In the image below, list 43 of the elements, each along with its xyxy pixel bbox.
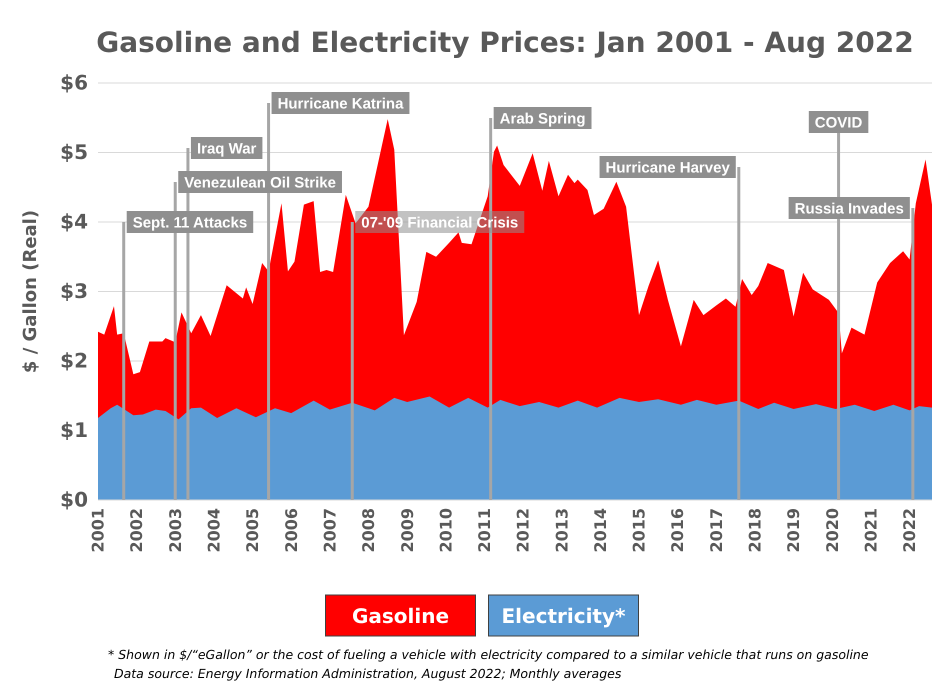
- x-tick-label: 2021: [862, 508, 881, 553]
- ref-line-label: Venezulean Oil Strike: [184, 174, 336, 192]
- x-tick-label: 2011: [475, 508, 494, 553]
- x-tick-label: 2009: [398, 508, 417, 553]
- source-note: Data source: Energy Information Administration, August 2022; Monthly averages: [114, 666, 622, 681]
- y-tick-label: $2: [60, 348, 88, 372]
- text: Electricity*: [502, 604, 626, 628]
- x-tick-label: 2017: [706, 508, 726, 553]
- y-tick-label: $0: [60, 487, 88, 512]
- x-tick-label: 2002: [127, 508, 146, 553]
- y-tick-label: $1: [60, 418, 88, 442]
- x-tick-label: 2004: [204, 508, 224, 553]
- x-tick-label: 2005: [243, 508, 262, 553]
- ref-line-label: Iraq War: [196, 140, 257, 158]
- ref-line-label: Sept. 11 Attacks: [132, 214, 248, 232]
- x-tick-label: 2006: [282, 508, 301, 553]
- x-tick-label: 2016: [668, 508, 688, 553]
- x-tick-label: 2007: [320, 508, 340, 553]
- ref-line-label: Hurricane Katrina: [278, 95, 404, 112]
- y-tick-label: $6: [60, 70, 88, 94]
- x-tick-label: 2001: [88, 508, 108, 553]
- y-axis-title: $ / Gallon (Real): [20, 210, 41, 374]
- x-tick-label: 2003: [166, 508, 185, 553]
- ref-line-label: Arab Spring: [500, 110, 586, 128]
- y-tick-label: $5: [60, 140, 88, 164]
- x-tick-label: 2015: [630, 508, 649, 553]
- chart-title: Gasoline and Electricity Prices: Jan 2001 - Aug 2022: [96, 26, 914, 59]
- x-tick-label: 2018: [746, 508, 765, 553]
- x-tick-label: 2012: [514, 508, 533, 553]
- ref-line-label: Hurricane Harvey: [606, 159, 730, 176]
- ref-line-label: Russia Invades: [794, 200, 904, 218]
- x-tick-label: 2020: [822, 508, 842, 553]
- text: * Shown in $/“eGallon” or the cost of fueling a vehicle with electricity compared to a similar vehicle that runs on gasoline: [108, 647, 869, 662]
- x-tick-label: 2019: [784, 508, 804, 553]
- x-tick-label: 2022: [900, 508, 920, 553]
- ref-line-label: COVID: [814, 114, 862, 132]
- x-tick-label: 2008: [359, 508, 378, 553]
- x-tick-label: 2013: [552, 508, 572, 553]
- y-tick-label: $4: [60, 209, 88, 234]
- x-tick-label: 2010: [436, 508, 456, 553]
- y-tick-label: $3: [60, 278, 88, 303]
- x-tick-label: 2014: [590, 508, 610, 553]
- text: Gasoline: [352, 604, 450, 628]
